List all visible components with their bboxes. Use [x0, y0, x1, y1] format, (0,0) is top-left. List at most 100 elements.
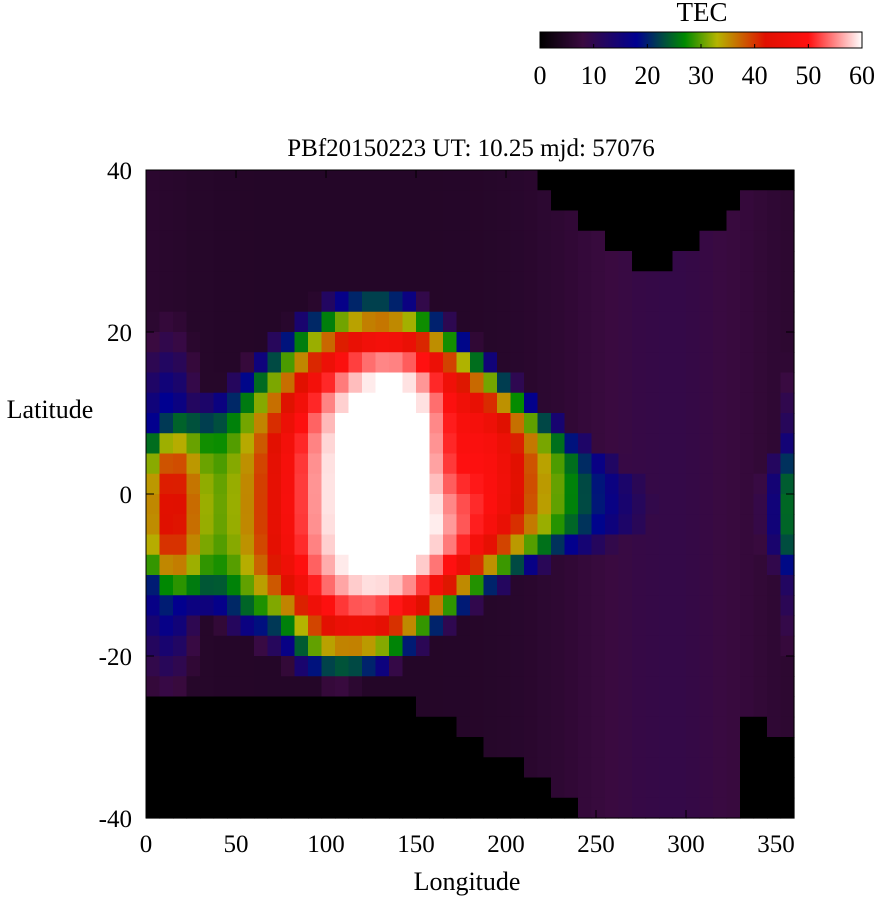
heatmap-cell	[578, 473, 593, 495]
heatmap-cell	[173, 453, 188, 475]
heatmap-cell	[686, 575, 701, 596]
heatmap-cell	[726, 757, 741, 779]
heatmap-cell	[254, 372, 269, 394]
heatmap-cell	[510, 676, 525, 698]
heatmap-cell	[200, 656, 215, 677]
heatmap-cell	[186, 554, 201, 576]
heatmap-cell	[240, 271, 255, 293]
heatmap-cell	[645, 696, 660, 718]
heatmap-cell	[510, 210, 525, 232]
heatmap-cell	[686, 534, 701, 556]
heatmap-cell	[726, 433, 741, 455]
heatmap-cell	[389, 514, 404, 536]
heatmap-cell	[659, 716, 674, 738]
heatmap-cell	[443, 635, 458, 657]
heatmap-cell	[254, 332, 269, 353]
heatmap-cell	[375, 716, 390, 738]
heatmap-cell	[618, 757, 633, 779]
heatmap-cell	[605, 777, 620, 799]
heatmap-cell	[348, 352, 363, 374]
heatmap-cell	[186, 737, 201, 758]
heatmap-cell	[713, 332, 728, 353]
heatmap-cell	[240, 170, 255, 191]
heatmap-cell	[645, 332, 660, 353]
heatmap-cell	[375, 210, 390, 232]
heatmap-cell	[780, 656, 795, 677]
heatmap-cell	[699, 737, 714, 758]
heatmap-cell	[443, 757, 458, 779]
heatmap-cell	[740, 210, 755, 232]
heatmap-cell	[753, 230, 768, 252]
heatmap-cell	[173, 615, 188, 637]
heatmap-cell	[186, 716, 201, 738]
heatmap-cell	[402, 413, 417, 434]
heatmap-cell	[267, 473, 282, 495]
heatmap-cell	[564, 372, 579, 394]
heatmap-cell	[699, 716, 714, 738]
heatmap-cell	[416, 251, 431, 272]
heatmap-cell	[294, 291, 309, 313]
heatmap-cell	[308, 737, 323, 758]
heatmap-cell	[429, 575, 444, 596]
heatmap-cell	[483, 615, 498, 637]
heatmap-cell	[753, 170, 768, 191]
heatmap-cell	[672, 676, 687, 698]
x-axis-label: Longitude	[414, 867, 521, 896]
heatmap-cell	[227, 332, 242, 353]
heatmap-cell	[416, 271, 431, 293]
heatmap-cell	[767, 392, 782, 414]
heatmap-cell	[632, 534, 647, 556]
heatmap-cell	[470, 554, 485, 576]
heatmap-cell	[510, 696, 525, 718]
heatmap-cell	[753, 291, 768, 313]
heatmap-cell	[240, 372, 255, 394]
heatmap-cell	[281, 595, 296, 617]
heatmap-cell	[146, 554, 161, 576]
heatmap-cell	[483, 170, 498, 191]
heatmap-cell	[456, 453, 471, 475]
heatmap-cell	[578, 433, 593, 455]
heatmap-cell	[686, 716, 701, 738]
colorbar-tick-label: 20	[634, 61, 660, 90]
heatmap-cell	[753, 433, 768, 455]
heatmap-cell	[456, 696, 471, 718]
heatmap-cell	[497, 210, 512, 232]
heatmap-cell	[254, 595, 269, 617]
heatmap-cell	[659, 514, 674, 536]
heatmap-cell	[564, 230, 579, 252]
heatmap-cell	[659, 575, 674, 596]
heatmap-cell	[551, 514, 566, 536]
heatmap-cell	[672, 777, 687, 799]
y-tick-label: -40	[99, 806, 132, 833]
heatmap-cell	[200, 372, 215, 394]
heatmap-cell	[524, 190, 539, 212]
heatmap-cell	[443, 372, 458, 394]
x-tick-label: 150	[397, 831, 435, 858]
heatmap-cell	[227, 696, 242, 718]
heatmap-cell	[456, 352, 471, 374]
heatmap-cell	[429, 453, 444, 475]
heatmap-cell	[578, 210, 593, 232]
heatmap-cell	[780, 575, 795, 596]
heatmap-cell	[564, 392, 579, 414]
heatmap-cell	[524, 413, 539, 434]
heatmap-cell	[780, 595, 795, 617]
heatmap-cell	[389, 595, 404, 617]
heatmap-cell	[699, 210, 714, 232]
heatmap-cell	[753, 413, 768, 434]
heatmap-cell	[375, 615, 390, 637]
heatmap-cell	[308, 554, 323, 576]
heatmap-cell	[497, 534, 512, 556]
heatmap-cell	[429, 413, 444, 434]
heatmap-cell	[537, 676, 552, 698]
heatmap-cell	[173, 413, 188, 434]
x-axis-ticks: 0 50 100 150 200 250 300 350	[140, 170, 795, 858]
heatmap-cell	[159, 311, 174, 333]
heatmap-cell	[402, 797, 417, 819]
heatmap-cell	[389, 332, 404, 353]
heatmap-cell	[470, 737, 485, 758]
heatmap-cell	[645, 676, 660, 698]
heatmap-cell	[240, 797, 255, 819]
heatmap-cell	[497, 696, 512, 718]
heatmap-cell	[389, 271, 404, 293]
